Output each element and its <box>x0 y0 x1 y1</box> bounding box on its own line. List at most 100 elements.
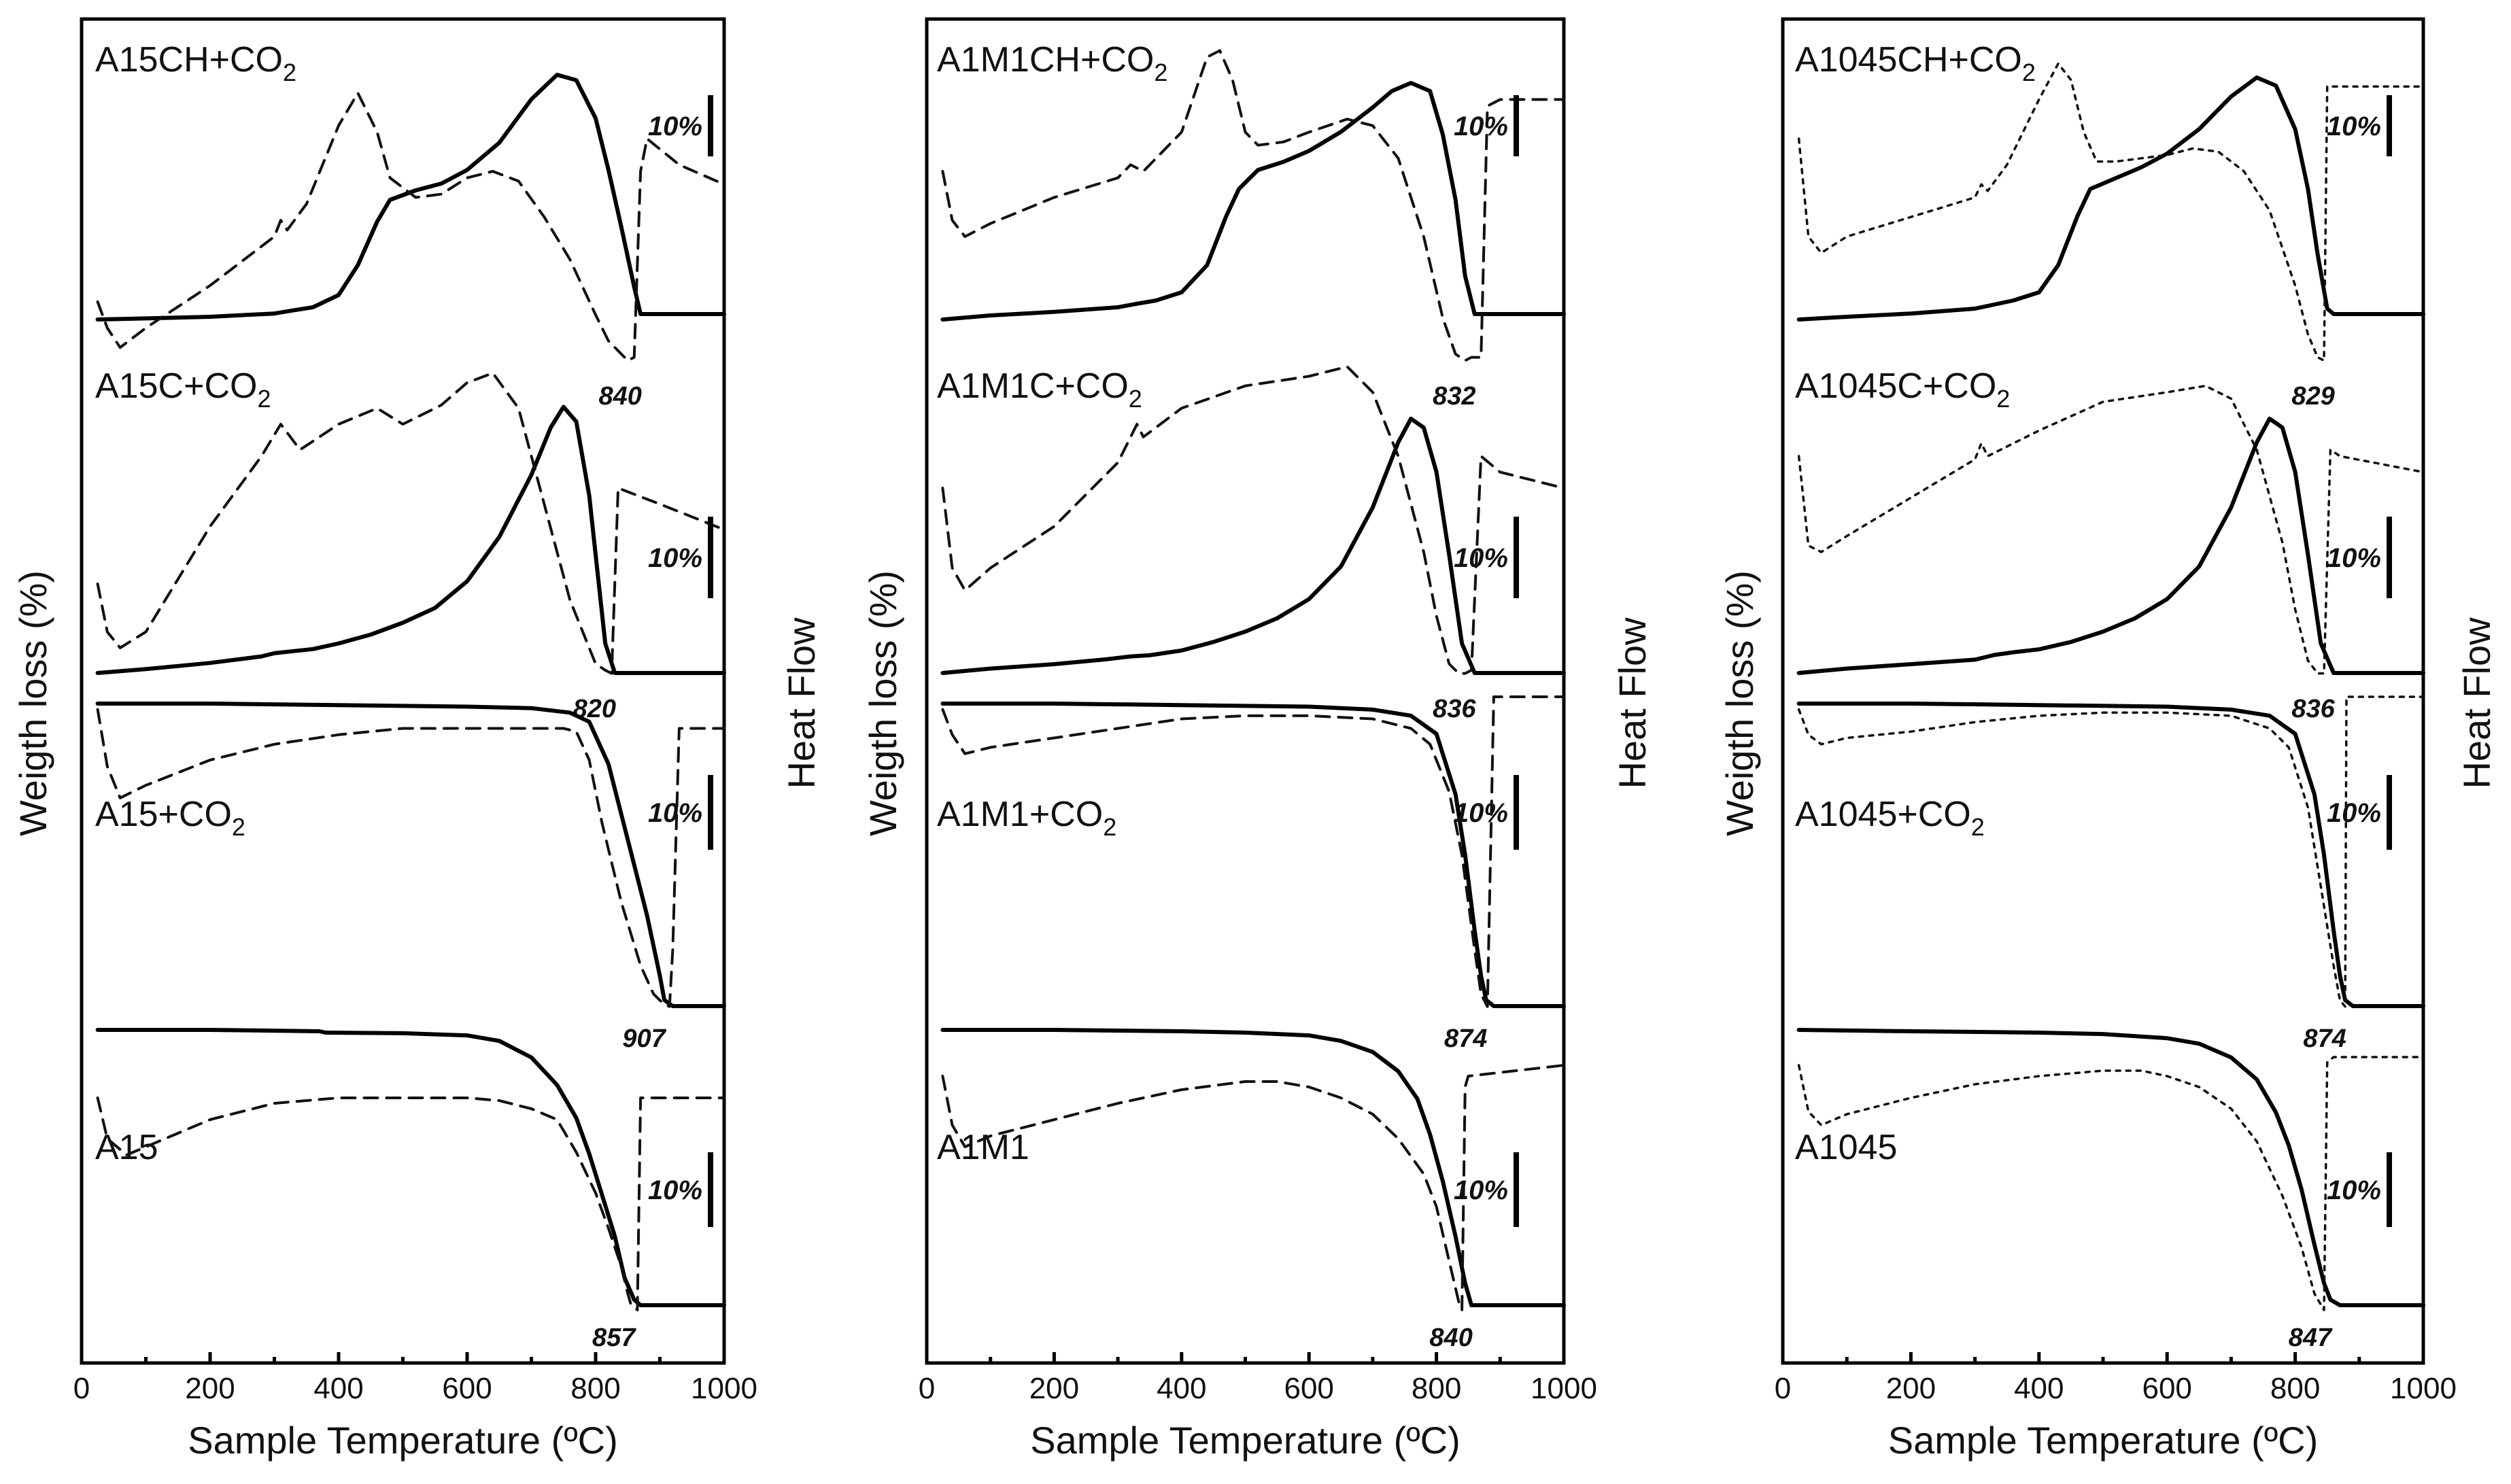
peak-temperature-label: 907 <box>622 1024 666 1053</box>
chart-panel-3: 0 200 400 600 800 1000 Sample Temperature (ºC)… <box>1718 17 2498 1462</box>
heat-flow-curve <box>96 1097 725 1311</box>
x-tick-label: 800 <box>1412 1372 1461 1405</box>
sample-label: A1045C+CO2 <box>1795 366 2010 413</box>
x-axis-label: Sample Temperature (ºC) <box>1888 1419 2319 1462</box>
sample-group: A1045CH+CO2 829 10% <box>1795 40 2425 411</box>
x-tick-label: 0 <box>1775 1372 1791 1405</box>
scale-bar-label: 10% <box>2327 798 2381 828</box>
x-tick-label: 200 <box>1029 1372 1079 1405</box>
y-axis-label: Weigth loss (%) <box>12 570 54 836</box>
weight-loss-curve <box>95 1028 726 1307</box>
sample-label: A15 <box>95 1128 158 1167</box>
heat-flow-curve <box>96 91 725 362</box>
x-tick-label: 800 <box>2270 1372 2320 1405</box>
weight-loss-curve <box>940 81 1566 322</box>
weight-loss-curve <box>1796 75 2425 322</box>
x-tick-label: 0 <box>919 1372 935 1405</box>
sample-label-subscript: 2 <box>232 813 245 841</box>
sample-group: A1045C+CO2 836 10% <box>1795 366 2425 723</box>
x-tick-label: 400 <box>2014 1372 2064 1405</box>
scale-bar-label: 10% <box>1454 798 1508 828</box>
weight-loss-curve <box>940 1028 1566 1307</box>
x-tick-label: 600 <box>1284 1372 1333 1405</box>
sample-group: A1045+CO2 874 10% <box>1795 695 2425 1053</box>
sample-label-subscript: 2 <box>1971 813 1985 841</box>
heat-flow-curve <box>941 49 1565 362</box>
weight-loss-curve <box>95 702 726 1008</box>
weight-loss-curve <box>940 416 1566 675</box>
sample-group: A1M1CH+CO2 832 10% <box>937 40 1566 411</box>
x-axis-label: Sample Temperature (ºC) <box>188 1419 618 1462</box>
sample-label-subscript: 2 <box>1996 385 2010 413</box>
sample-label: A1M1CH+CO2 <box>937 40 1167 86</box>
x-tick-label: 800 <box>570 1372 620 1405</box>
sample-group: A1045 847 10% <box>1795 1028 2425 1352</box>
scale-bar-label: 10% <box>2327 111 2381 141</box>
x-tick-label: 400 <box>313 1372 363 1405</box>
x-axis-label: Sample Temperature (ºC) <box>1030 1419 1461 1462</box>
sample-label-subscript: 2 <box>257 385 271 413</box>
scale-bar-label: 10% <box>2327 543 2381 573</box>
sample-label-subscript: 2 <box>2022 58 2036 86</box>
sample-group: A15+CO2 907 10% <box>95 702 726 1053</box>
sample-group: A15CH+CO2 840 10% <box>95 40 726 411</box>
sample-label: A1M1+CO2 <box>937 795 1116 841</box>
peak-temperature-label: 829 <box>2291 382 2334 411</box>
scale-bar-label: 10% <box>648 1175 702 1205</box>
peak-temperature-label: 836 <box>2291 695 2335 723</box>
sample-label: A15CH+CO2 <box>95 40 296 86</box>
chart-panel-1: 0 200 400 600 800 1000 Sample Temperature (ºC)… <box>12 17 823 1462</box>
heat-flow-curve <box>1797 62 2425 362</box>
sample-label-subscript: 2 <box>1129 385 1142 413</box>
sample-label: A15+CO2 <box>95 795 245 841</box>
peak-temperature-label: 840 <box>598 382 641 411</box>
heat-flow-curve <box>941 695 1565 1008</box>
peak-temperature-label: 832 <box>1433 382 1475 411</box>
peak-temperature-label: 836 <box>1433 695 1476 723</box>
panel-frame <box>80 17 726 1365</box>
sample-label: A1045+CO2 <box>1795 795 1985 841</box>
sample-label: A15C+CO2 <box>95 366 271 413</box>
sample-label: A1045 <box>1795 1128 1897 1167</box>
peak-temperature-label: 857 <box>592 1324 636 1352</box>
scale-bar-label: 10% <box>1454 543 1508 573</box>
sample-group: A1M1 840 10% <box>937 1028 1566 1352</box>
y2-axis-label: Heat Flow <box>2455 617 2498 789</box>
sample-group: A1M1C+CO2 836 10% <box>937 365 1566 723</box>
weight-loss-curve <box>1796 1028 2425 1307</box>
sample-label-subscript: 2 <box>1103 813 1116 841</box>
peak-temperature-label: 874 <box>2303 1024 2346 1053</box>
scale-bar-label: 10% <box>648 111 702 141</box>
weight-loss-curve <box>95 404 726 675</box>
sample-label-subscript: 2 <box>283 58 296 86</box>
x-tick-label: 0 <box>73 1372 90 1405</box>
weight-loss-curve <box>940 702 1566 1008</box>
x-tick-label: 200 <box>1886 1372 1936 1405</box>
scale-bar-label: 10% <box>2327 1175 2381 1205</box>
heat-flow-curve <box>1797 1056 2425 1311</box>
weight-loss-curve <box>95 73 726 322</box>
heat-flow-curve <box>941 1064 1565 1311</box>
x-tick-label: 1000 <box>2390 1372 2457 1405</box>
y2-axis-label: Heat Flow <box>1611 617 1654 789</box>
x-tick-label: 400 <box>1157 1372 1206 1405</box>
sample-label: A1M1C+CO2 <box>937 366 1142 413</box>
sample-label: A1M1 <box>937 1128 1029 1167</box>
scale-bar-label: 10% <box>648 798 702 828</box>
x-tick-label: 200 <box>185 1372 235 1405</box>
sample-label-subscript: 2 <box>1154 58 1167 86</box>
weight-loss-curve <box>1796 702 2425 1008</box>
heat-flow-curve <box>96 371 725 675</box>
sample-group: A15 857 10% <box>95 1028 726 1352</box>
heat-flow-curve <box>1797 695 2425 1008</box>
chart-panel-2: 0 200 400 600 800 1000 Sample Temperature (ºC)… <box>861 17 1654 1462</box>
y-axis-label: Weigth loss (%) <box>1718 570 1761 836</box>
scale-bar-label: 10% <box>648 543 702 573</box>
peak-temperature-label: 874 <box>1444 1024 1487 1053</box>
x-tick-label: 1000 <box>691 1372 757 1405</box>
heat-flow-curve <box>941 365 1565 675</box>
peak-temperature-label: 847 <box>2289 1324 2333 1352</box>
sample-group: A1M1+CO2 874 10% <box>937 695 1566 1053</box>
